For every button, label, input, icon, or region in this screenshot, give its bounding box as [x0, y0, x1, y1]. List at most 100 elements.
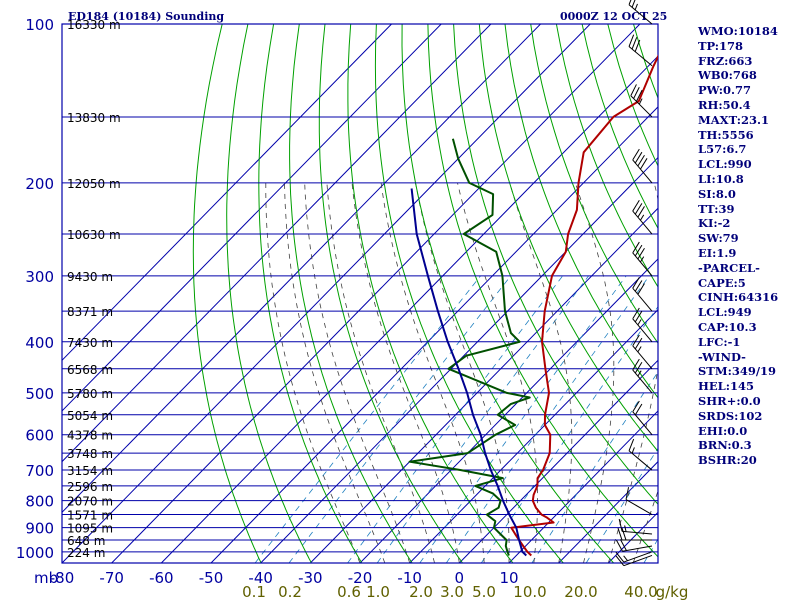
- chart-title: ED184 (10184) Sounding: [68, 10, 225, 23]
- wind-barb-flag: [632, 400, 640, 413]
- wind-barb-staff: [632, 318, 653, 343]
- temperature-tick-label: 0: [455, 569, 465, 587]
- height-label: 224 m: [67, 546, 105, 560]
- wind-barb-flag: [634, 151, 643, 164]
- dry-adiabat-line: [258, 24, 363, 563]
- isotherm-line: [359, 258, 658, 563]
- wind-barb-staff: [625, 499, 653, 515]
- index-item: SHR+:0.0: [698, 393, 761, 408]
- pressure-tick-label: 600: [25, 427, 54, 445]
- dry-adiabats: [192, 24, 658, 563]
- dry-adiabat-line: [555, 24, 658, 288]
- index-item: BRN:0.3: [698, 438, 752, 453]
- isotherm-line: [111, 24, 641, 563]
- dewpoint-profile: [408, 138, 531, 556]
- index-item: CAP:10.3: [698, 319, 757, 334]
- isotherm-line: [558, 460, 658, 563]
- wind-barb-flag: [634, 280, 643, 292]
- height-label: 5054 m: [67, 409, 113, 423]
- wind-barb-staff: [632, 159, 653, 184]
- mixing-ratio-line: [419, 275, 627, 563]
- index-item: TP:178: [698, 38, 744, 53]
- wind-barb: [628, 34, 653, 67]
- wind-barb: [630, 84, 653, 118]
- wind-barb-flag: [634, 39, 641, 52]
- wind-barb-flag: [621, 527, 627, 541]
- mixing-ratio-label: 0.1: [242, 583, 266, 600]
- dry-adiabat-line: [318, 24, 463, 563]
- mixing-ratio-line: [531, 371, 658, 563]
- isotherm-line: [62, 24, 541, 514]
- dry-adiabat-line: [427, 24, 658, 558]
- pressure-tick-label: 800: [25, 493, 54, 511]
- temperature-tick-label: -70: [99, 569, 124, 587]
- wind-barb: [632, 277, 653, 312]
- wind-barb-flag: [618, 518, 623, 532]
- wind-barb-half: [637, 346, 642, 353]
- isotherm-line: [458, 359, 658, 563]
- dry-adiabat-line: [374, 24, 564, 563]
- valid-time: 0000Z 12 OCT 25: [560, 10, 668, 23]
- temperature-tick-labels: 0.1 0.2 0.6 1.0 2.0 3.0 5.0 10.0 20.0 40.0g/kgmb-…: [34, 569, 688, 600]
- moist-adiabat-line: [284, 182, 386, 563]
- dry-adiabat-line: [401, 24, 614, 563]
- wind-barb: [615, 554, 653, 567]
- index-item: TT:39: [698, 201, 735, 216]
- isotherm-line: [160, 55, 658, 563]
- index-item: CAPE:5: [698, 275, 746, 290]
- index-item: WMO:10184: [698, 24, 778, 38]
- pressure-tick-label: 400: [25, 334, 54, 352]
- wind-barb: [615, 539, 653, 552]
- dry-adiabat-line: [226, 24, 312, 563]
- wind-barb-staff: [622, 530, 653, 535]
- wind-barb-flag: [632, 148, 640, 161]
- dry-adiabat-line: [530, 24, 658, 344]
- pressure-tick-label: 200: [25, 175, 54, 193]
- index-item: LFC:-1: [698, 334, 741, 349]
- index-item: EHI:0.0: [698, 423, 748, 438]
- isotherm-line: [62, 24, 392, 361]
- isotherm-line: [62, 24, 442, 412]
- wind-barb-flag: [631, 37, 638, 50]
- wind-barb: [632, 358, 653, 394]
- index-item: FRZ:663: [698, 53, 753, 68]
- wind-barbs: [615, 0, 653, 567]
- index-item: LCL:990: [698, 157, 752, 172]
- temperature-tick-label: -40: [248, 569, 273, 587]
- wind-barb-staff: [632, 411, 653, 436]
- mixing-ratio-line: [376, 275, 590, 563]
- pressure-axis-label: mb: [34, 569, 58, 587]
- index-item: SI:8.0: [698, 186, 736, 201]
- wind-barb-flag: [632, 277, 640, 289]
- mixing-ratio-label: 40.0: [624, 583, 657, 600]
- wind-barb: [615, 551, 653, 563]
- dry-adiabat-line: [504, 24, 658, 399]
- pressure-tick-label: 700: [25, 462, 54, 480]
- wind-barb-staff: [632, 252, 653, 277]
- temperature-tick-label: -20: [348, 569, 373, 587]
- wind-barb-flag: [631, 0, 636, 8]
- index-item: MAXT:23.1: [698, 112, 769, 127]
- wind-barb-flag: [640, 158, 648, 170]
- height-label: 2070 m: [67, 495, 113, 509]
- wind-barb-flag: [634, 310, 643, 323]
- wind-barb-staff: [622, 545, 653, 552]
- mixing-ratio-label: 3.0: [440, 583, 464, 600]
- wind-barb-flag: [637, 283, 645, 295]
- pressure-tick-label: 300: [25, 268, 54, 286]
- wind-barb-flag: [637, 154, 645, 167]
- sounding-profiles: [408, 54, 658, 557]
- moist-adiabat-line: [457, 182, 538, 563]
- plot-frame: [61, 23, 659, 564]
- height-label: 8371 m: [67, 305, 113, 319]
- index-item: HEL:145: [698, 379, 754, 394]
- wind-barb-flag: [635, 89, 643, 102]
- index-item: EI:1.9: [698, 245, 737, 260]
- isotherm-line: [409, 308, 658, 563]
- wind-barb-flag: [628, 34, 635, 47]
- wind-barb-staff: [630, 95, 653, 118]
- index-item: WB0:768: [698, 68, 757, 83]
- index-item: SRDS:102: [698, 408, 763, 423]
- moist-adiabat-line: [304, 182, 411, 563]
- dry-adiabat-line: [347, 24, 514, 563]
